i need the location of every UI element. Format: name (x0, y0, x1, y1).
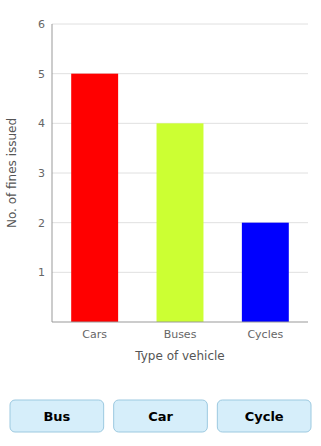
x-axis-label: Type of vehicle (134, 349, 225, 363)
x-tick-label: Cycles (247, 328, 283, 341)
x-axis-line (52, 322, 308, 323)
button-background[interactable] (217, 400, 311, 432)
y-axis-line (52, 24, 53, 322)
grid-line (52, 24, 308, 25)
y-tick-label: 3 (38, 167, 45, 180)
button[interactable]: Bus (10, 400, 104, 432)
bar (71, 74, 118, 322)
y-axis-label: No. of fines issued (5, 118, 19, 228)
button[interactable]: Cycle (217, 400, 311, 432)
y-tick-label: 5 (38, 68, 45, 81)
button-background[interactable] (10, 400, 104, 432)
y-tick-label: 1 (38, 266, 45, 279)
button-label[interactable]: Car (148, 409, 173, 424)
button[interactable]: Car (114, 400, 208, 432)
button-background[interactable] (114, 400, 208, 432)
button-label[interactable]: Bus (43, 409, 70, 424)
y-tick-label: 4 (38, 117, 45, 130)
y-tick-label: 2 (38, 217, 45, 230)
bar (157, 123, 204, 322)
button-label[interactable]: Cycle (245, 409, 284, 424)
y-tick-label: 6 (38, 18, 45, 31)
bar (242, 223, 289, 322)
chart-svg: 1 2 3 4 5 6 Cars Buses Cycles Type of vehicle No. … (0, 0, 321, 446)
bars (71, 74, 289, 322)
x-tick-label: Buses (164, 328, 197, 341)
chart-container: 1 2 3 4 5 6 Cars Buses Cycles Type of vehicle No. … (0, 0, 321, 446)
x-tick-label: Cars (82, 328, 107, 341)
